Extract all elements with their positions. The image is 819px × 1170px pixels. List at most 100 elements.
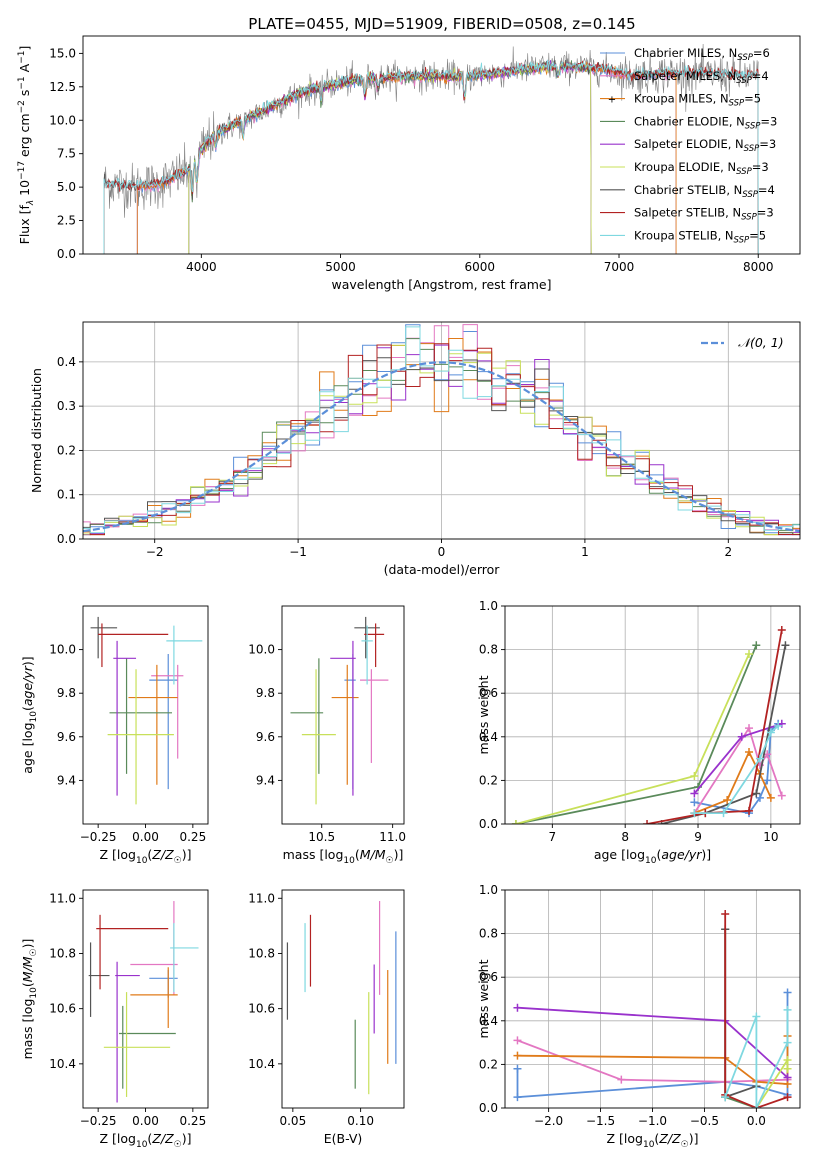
mass-weight-vs-age-y-axis-label: mass weight	[476, 675, 491, 754]
series-point	[723, 796, 732, 805]
series-point	[783, 1064, 792, 1073]
series-line	[646, 629, 783, 824]
errorbar-salpeter-stelib	[98, 623, 169, 668]
age-vs-Z-x-axis-label: Z [log10(Z/Z☉)]	[99, 847, 191, 866]
y-tick-label: 10.6	[248, 1002, 275, 1016]
series-kroupa-stelib	[721, 1005, 792, 1108]
x-tick-label: 10.5	[308, 830, 335, 844]
series-point	[783, 1038, 792, 1047]
histogram-salpeter-miles	[83, 324, 800, 531]
y-tick-label: 9.6	[57, 730, 76, 744]
series-point	[766, 728, 775, 737]
series-kroupa-stelib	[690, 721, 783, 818]
errorbar-salpeter-elodie	[113, 640, 137, 796]
series-point	[763, 776, 772, 785]
y-tick-label: 2.5	[57, 214, 76, 228]
y-tick-label: 10.4	[49, 1057, 76, 1071]
spectrum-x-axis-label: wavelength [Angstrom, rest frame]	[331, 277, 551, 292]
y-tick-label: 9.8	[57, 686, 76, 700]
spectrum-plot-area	[103, 43, 759, 254]
legend-label-kroupa-miles: Kroupa MILES, NSSP=5	[634, 92, 761, 109]
y-tick-label: 0.0	[479, 1101, 498, 1115]
y-tick-label: 0.0	[57, 247, 76, 261]
series-point	[777, 625, 786, 634]
mass-vs-EBV-frame	[281, 889, 405, 1109]
mass-vs-Z-plot-area	[88, 901, 199, 1103]
series-point	[752, 1012, 761, 1021]
legend-label-kroupa-stelib: Kroupa STELIB, NSSP=5	[634, 228, 766, 245]
legend-label-salpeter-miles: Salpeter MILES, NSSP=4	[634, 69, 769, 86]
series-point	[745, 806, 754, 815]
y-tick-label: 0.6	[479, 686, 498, 700]
series-point	[745, 724, 754, 733]
series-point	[737, 732, 746, 741]
y-tick-label: 0.2	[479, 773, 498, 787]
panel-mass-weight-vs-age: 7 8 9 10 0.0 0.2 0.4 0.6 0.8 1.0 age [log10(age/yr…	[476, 599, 801, 866]
legend-label-chabrier-miles: Chabrier MILES, NSSP=6	[634, 46, 770, 63]
series-point	[777, 791, 786, 800]
figure-title: PLATE=0455, MJD=51909, FIBERID=0508, z=0…	[248, 15, 635, 33]
x-tick-label: 0.00	[132, 1114, 159, 1128]
series-point	[513, 1093, 522, 1102]
residual-histogram-y-axis-label: Normed distribution	[29, 368, 44, 493]
series-point	[755, 754, 764, 763]
legend-label-salpeter-stelib: Salpeter STELIB, NSSP=3	[634, 206, 774, 223]
y-tick-label: 10.0	[49, 643, 76, 657]
x-tick-label: −0.5	[690, 1114, 719, 1128]
x-tick-label: 11.0	[379, 830, 406, 844]
panel-age-vs-Z: −0.25 0.00 0.25 9.4 9.6 9.8 10.0 Z [log10(Z/Z☉)…	[20, 605, 209, 866]
histogram-chabrier-stelib	[83, 357, 800, 535]
histogram-legend: 𝒩(0, 1)	[701, 335, 784, 350]
residual-histogram-plot-area	[83, 324, 800, 536]
legend-label-chabrier-elodie: Chabrier ELODIE, NSSP=3	[634, 114, 777, 131]
y-tick-label: 10.0	[248, 643, 275, 657]
series-point	[690, 809, 699, 818]
age-vs-Z-y-axis-label: age [log10(age/yr)]	[20, 656, 39, 773]
spectrum-y-axis-label: Flux [fλ 10−17 erg cm−2 s−1 A−1]	[17, 46, 36, 245]
y-tick-label: 9.4	[256, 773, 275, 787]
y-tick-label: 1.0	[479, 883, 498, 897]
y-tick-label: 9.4	[57, 773, 76, 787]
x-tick-label: −2	[146, 545, 164, 559]
model-spectrum-kroupa-stelib	[103, 59, 759, 254]
x-tick-label: 5000	[325, 260, 356, 274]
series-point	[513, 1003, 522, 1012]
series-point	[745, 649, 754, 658]
y-tick-label: 0.4	[479, 730, 498, 744]
series-point	[719, 809, 728, 818]
errorbar-kroupa-miles	[331, 664, 359, 785]
histogram-kroupa-stelib	[83, 326, 800, 534]
age-vs-Z-plot-area	[90, 616, 203, 805]
series-point	[690, 798, 699, 807]
x-tick-label: −2.0	[534, 1114, 563, 1128]
y-tick-label: 0.8	[479, 927, 498, 941]
panel-mass-vs-EBV: 0.05 0.10 10.4 10.6 10.8 11.0 E(B-V)	[248, 889, 405, 1146]
legend-label-kroupa-elodie: Kroupa ELODIE, NSSP=3	[634, 160, 769, 177]
x-tick-label: 4000	[186, 260, 217, 274]
y-tick-label: 0.4	[57, 355, 76, 369]
series-kroupa-elodie	[511, 649, 754, 824]
errorbar-chabrier-miles	[149, 653, 178, 790]
y-tick-label: 10.8	[248, 946, 275, 960]
mass-weight-vs-age-plot-area	[511, 625, 790, 824]
x-tick-label: −1	[289, 545, 307, 559]
errorbar-chabrier-elodie	[290, 658, 324, 774]
y-tick-label: 7.5	[57, 147, 76, 161]
series-point	[752, 641, 761, 650]
legend-label-normal: 𝒩(0, 1)	[738, 335, 784, 350]
mass-vs-EBV-x-axis-label: E(B-V)	[324, 1131, 363, 1146]
x-tick-label: 0.05	[279, 1114, 306, 1128]
x-tick-label: 7000	[604, 260, 635, 274]
series-point	[783, 1056, 792, 1065]
series-point	[721, 1093, 730, 1102]
panel-mass-weight-vs-Z: −2.0 −1.5 −1.0 −0.5 0.0 0.0 0.2 0.4 0.6 0.8 1.0 Z […	[476, 883, 801, 1150]
series-point	[643, 820, 652, 824]
y-tick-label: 12.5	[49, 80, 76, 94]
panel-mass-vs-Z: −0.25 0.00 0.25 10.4 10.6 10.8 11.0 Z [log10(Z/…	[20, 889, 209, 1150]
series-point	[745, 748, 754, 757]
series-point	[752, 1104, 761, 1108]
mass-weight-vs-Z-y-axis-label: mass weight	[476, 959, 491, 1038]
y-tick-label: 9.8	[256, 686, 275, 700]
series-point	[513, 1051, 522, 1060]
mass-weight-vs-age-x-axis-label: age [log10(age/yr)]	[594, 847, 711, 866]
